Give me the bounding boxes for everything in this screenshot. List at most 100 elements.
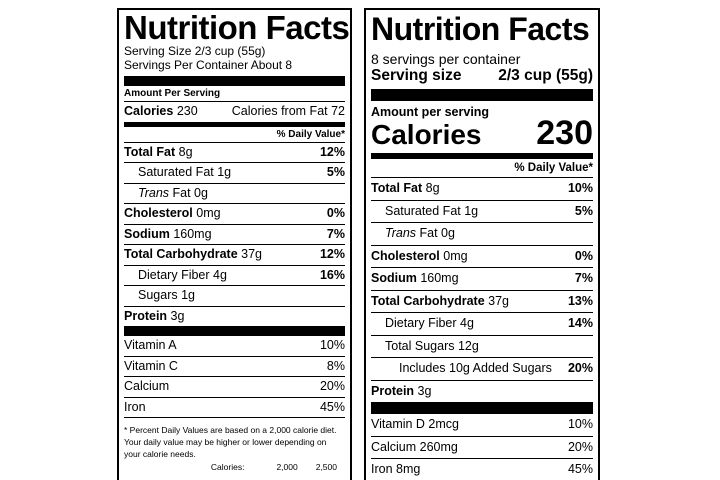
- vitamin-dv: 20%: [319, 379, 345, 393]
- footer-col-2000: 2,000: [276, 462, 298, 472]
- serving-size: Serving Size 2/3 cup (55g): [124, 44, 266, 58]
- nutrient-row: Total Carbohydrate 37g 12%: [124, 244, 345, 265]
- nutrient-name: Protein: [124, 308, 168, 323]
- medium-divider: [124, 121, 345, 127]
- nutrient-dv: 5%: [326, 165, 345, 179]
- serving-size-row: Serving size 2/3 cup (55g): [371, 67, 593, 85]
- nutrient-amount: 1g: [464, 203, 479, 218]
- nutrient-row: Cholesterol 0mg 0%: [124, 203, 345, 224]
- nutrient-amount: 0mg: [443, 248, 468, 263]
- vitamin-row: Calcium 20%: [124, 376, 345, 397]
- amount-per-serving: Amount per serving: [371, 105, 490, 119]
- nutrient-name: Total Sugars: [385, 338, 455, 353]
- nutrient-amount: 0mg: [196, 206, 221, 220]
- nutrient-dv: 12%: [319, 144, 345, 159]
- nutrient-row: Total Fat 8g 10%: [371, 177, 593, 200]
- vitamin-row: Vitamin C 8%: [124, 355, 345, 377]
- nutrient-amount: 1g: [217, 165, 232, 179]
- nutrient-row: Trans Fat 0g: [124, 182, 345, 204]
- nutrient-row: Includes 10g Added Sugars 20%: [371, 357, 593, 380]
- nutrient-amount: 3g: [170, 308, 185, 323]
- nutrient-name: Total Fat: [124, 144, 176, 159]
- nutrient-amount: 8g: [178, 144, 193, 159]
- nutrient-name: Sodium: [124, 226, 170, 241]
- nutrient-dv: 13%: [567, 293, 593, 308]
- new-nutrition-label: Nutrition Facts 8 servings per container…: [364, 8, 600, 480]
- servings-per-container: Servings Per Container About 8: [124, 58, 293, 72]
- nutrient-row: Sodium 160mg 7%: [124, 223, 345, 245]
- nutrient-row: Dietary Fiber 4g 16%: [124, 264, 345, 286]
- old-nutrition-label: Nutrition Facts Serving Size 2/3 cup (55…: [117, 8, 352, 480]
- vitamin-dv: 45%: [567, 462, 593, 476]
- dv-header: % Daily Value*: [124, 127, 345, 142]
- vitamin-dv: 10%: [319, 338, 345, 352]
- nutrient-row: Total Fat 8g 12%: [124, 141, 345, 163]
- nutrient-row: Total Sugars 12g: [371, 334, 593, 358]
- label-title: Nutrition Facts: [371, 11, 590, 47]
- vitamin-row: Iron 8mg 45%: [371, 458, 593, 480]
- footnote: * Percent Daily Values are based on a 2,…: [124, 417, 345, 460]
- vitamin-name: Vitamin C: [124, 358, 178, 373]
- vitamin-row: Iron 45%: [124, 396, 345, 418]
- thick-divider: [371, 402, 593, 414]
- nutrient-name: Sodium: [371, 271, 417, 285]
- vitamin-name: Calcium: [124, 379, 170, 393]
- calories-label: Calories: [371, 119, 482, 150]
- vitamin-name: Iron 8mg: [371, 462, 421, 476]
- nutrient-name: Cholesterol: [124, 206, 193, 220]
- vitamin-name: Vitamin D 2mcg: [371, 417, 459, 431]
- nutrient-amount: 37g: [241, 247, 263, 261]
- label-title: Nutrition Facts: [124, 9, 350, 46]
- vitamin-name: Vitamin A: [124, 338, 177, 352]
- vitamin-row: Calcium 260mg 20%: [371, 435, 593, 459]
- nutrient-amount: 12g: [457, 338, 479, 353]
- nutrient-row: Cholesterol 0mg 0%: [371, 244, 593, 268]
- nutrient-dv: 0%: [574, 248, 593, 263]
- nutrient-name: Dietary Fiber: [138, 267, 210, 282]
- nutrient-dv: 12%: [319, 247, 345, 261]
- nutrient-row: Saturated Fat 1g 5%: [371, 199, 593, 223]
- nutrient-name: Total Carbohydrate: [124, 247, 238, 261]
- thick-divider: [124, 326, 345, 336]
- serving-size-value: 2/3 cup (55g): [498, 67, 593, 84]
- nutrient-row: Trans Fat 0g: [371, 222, 593, 245]
- nutrient-row: Dietary Fiber 4g 14%: [371, 312, 593, 335]
- nutrient-row: Protein 3g: [371, 379, 593, 403]
- nutrient-dv: 14%: [567, 316, 593, 330]
- nutrient-name: Sugars: [138, 288, 178, 302]
- nutrient-name: Saturated Fat: [385, 203, 461, 218]
- vitamin-row: Vitamin D 2mcg 10%: [371, 414, 593, 436]
- nutrient-amount: 4g: [460, 316, 474, 330]
- nutrient-amount: 8g: [425, 181, 440, 195]
- nutrient-amount: 1g: [181, 288, 195, 302]
- calories-row: Calories 230 Calories from Fat 72: [124, 101, 345, 122]
- nutrient-amount: 4g: [213, 267, 227, 282]
- calories-value: 230: [536, 114, 593, 152]
- nutrient-row: Saturated Fat 1g 5%: [124, 162, 345, 183]
- nutrient-name: Saturated Fat: [138, 165, 214, 179]
- thick-divider: [124, 76, 345, 86]
- footer-calories-label: Calories:: [210, 462, 245, 472]
- vitamin-dv: 10%: [567, 417, 593, 431]
- serving-size-label: Serving size: [371, 67, 462, 84]
- thick-divider: [371, 89, 593, 101]
- nutrient-amount: 160mg: [420, 271, 459, 285]
- nutrient-dv: 7%: [574, 271, 593, 285]
- footer-col-2500: 2,500: [315, 462, 337, 472]
- dv-header: % Daily Value*: [371, 159, 593, 177]
- nutrient-amount: 160mg: [173, 226, 212, 241]
- nutrient-row: Sugars 1g: [124, 285, 345, 306]
- dv-header-text: % Daily Value*: [514, 162, 593, 174]
- amount-per-serving: Amount Per Serving: [124, 88, 221, 99]
- nutrient-amount: 37g: [488, 293, 510, 308]
- nutrient-name: Cholesterol: [371, 248, 440, 263]
- vitamin-row: Vitamin A 10%: [124, 336, 345, 356]
- nutrient-amount: Fat 0g: [419, 226, 455, 240]
- vitamin-dv: 20%: [567, 439, 593, 454]
- calories-value: 230: [176, 104, 198, 118]
- calories-label: Calories: [124, 104, 174, 118]
- nutrient-dv: 0%: [326, 206, 345, 220]
- medium-divider: [371, 153, 593, 159]
- nutrient-amount: Fat 0g: [172, 185, 208, 200]
- vitamin-dv: 45%: [319, 399, 345, 414]
